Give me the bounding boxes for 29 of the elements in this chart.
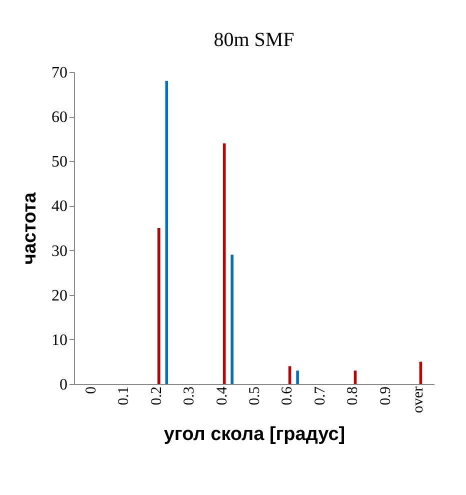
bar: [230, 254, 234, 384]
bar: [354, 370, 357, 384]
bar: [165, 80, 168, 384]
bar: [222, 143, 226, 384]
y-tick-label: 50: [52, 154, 68, 171]
x-tick-label: over: [410, 386, 427, 414]
x-tick-label: 0.4: [214, 386, 230, 406]
x-tick-label: 0: [83, 386, 100, 394]
y-tick-label: 40: [52, 198, 68, 216]
x-tick-label: 0.5: [247, 386, 263, 406]
y-tick-label: 20: [52, 287, 68, 304]
chart-title: 80m SMF: [214, 29, 294, 51]
bar: [296, 370, 299, 384]
x-axis-title: угол скола [градус]: [164, 424, 346, 446]
x-tick-label: 0.1: [116, 386, 132, 406]
bar: [157, 228, 160, 384]
y-axis-title: частота: [20, 192, 40, 265]
y-tick-label: 30: [52, 242, 68, 260]
bar: [419, 362, 422, 384]
y-tick-label: 70: [52, 64, 68, 82]
x-tick-label: 0.8: [345, 386, 362, 406]
x-tick-label: 0.6: [280, 386, 296, 406]
y-tick-label: 10: [52, 332, 68, 349]
x-tick-label: 0.2: [148, 386, 165, 406]
y-tick-label: 60: [52, 109, 68, 126]
x-tick-label: 0.3: [182, 386, 198, 406]
x-tick-label: 0.7: [312, 386, 328, 406]
bar: [288, 366, 292, 384]
x-tick-label: 0.9: [378, 386, 394, 406]
